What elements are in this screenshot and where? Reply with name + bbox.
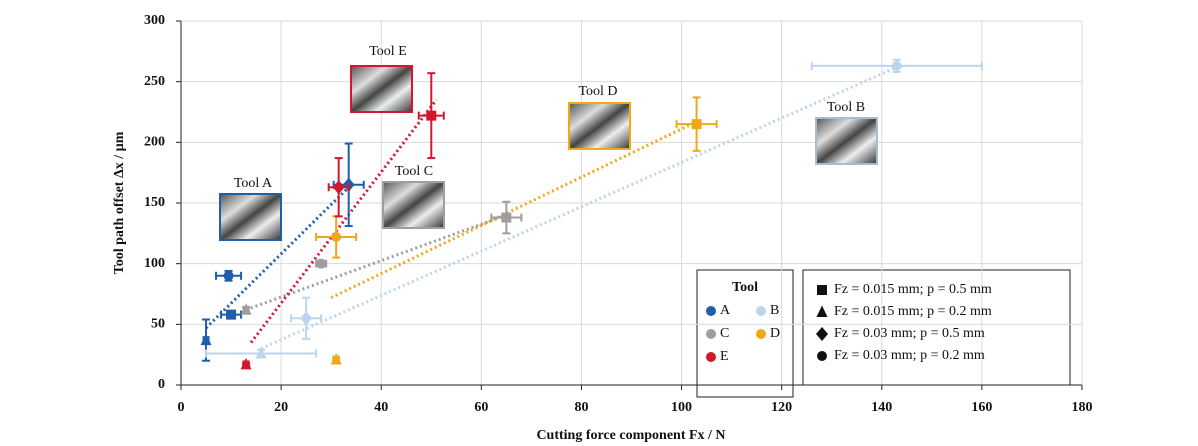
x-tick-label: 40: [374, 400, 388, 415]
legend-label: Fz = 0.03 mm; p = 0.2 mm: [834, 348, 985, 363]
y-tick-label: 250: [144, 74, 165, 89]
marker: [201, 334, 212, 346]
annotation: Tool D: [578, 84, 617, 99]
y-tick-label: 200: [144, 135, 165, 150]
x-tick-label: 120: [771, 400, 792, 415]
marker: [331, 232, 341, 242]
legend-label: Fz = 0.03 mm; p = 0.5 mm: [834, 326, 985, 341]
tool-image: [816, 118, 877, 164]
y-tick-label: 150: [144, 195, 165, 210]
legend-label: A: [720, 303, 731, 318]
legend-label: B: [770, 303, 779, 318]
annotation: Tool C: [395, 164, 433, 179]
legend-label: Fz = 0.015 mm; p = 0.5 mm: [834, 282, 992, 297]
legend-marker: [817, 285, 827, 295]
marker: [892, 61, 902, 71]
y-axis-title: Tool path offset Δx / µm: [112, 131, 127, 274]
legend-swatch: [706, 329, 716, 339]
x-tick-label: 0: [178, 400, 185, 415]
legend-swatch: [706, 306, 716, 316]
x-axis-title: Cutting force component Fx / N: [536, 428, 725, 443]
legend-title: Tool: [732, 280, 758, 295]
y-tick-label: 100: [144, 256, 165, 271]
tool-image: [351, 66, 412, 112]
marker: [692, 119, 702, 129]
legend-swatch: [756, 306, 766, 316]
marker: [226, 310, 236, 320]
y-tick-label: 0: [158, 377, 165, 392]
chart: Cutting force component Fx / N Tool path…: [0, 0, 1198, 446]
legend-label: Fz = 0.015 mm; p = 0.2 mm: [834, 304, 992, 319]
x-tick-label: 100: [671, 400, 692, 415]
x-tick-label: 180: [1072, 400, 1093, 415]
tool-image: [220, 194, 281, 240]
legend-label: E: [720, 349, 729, 364]
x-tick-label: 20: [274, 400, 288, 415]
x-tick-label: 80: [574, 400, 588, 415]
annotation: Tool B: [827, 100, 865, 115]
trend-line: [246, 215, 506, 310]
legend-marker: [817, 351, 827, 361]
x-tick-label: 160: [971, 400, 992, 415]
annotation: Tool E: [369, 44, 407, 59]
marker: [316, 259, 326, 269]
legend-swatch: [756, 329, 766, 339]
x-tick-label: 60: [474, 400, 488, 415]
legend-swatch: [706, 352, 716, 362]
tool-image: [383, 182, 444, 228]
y-tick-label: 300: [144, 13, 165, 28]
x-tick-label: 140: [871, 400, 892, 415]
legend-label: C: [720, 326, 729, 341]
annotation: Tool A: [234, 176, 273, 191]
y-tick-label: 50: [151, 317, 165, 332]
marker: [241, 303, 252, 315]
legend-label: D: [770, 326, 780, 341]
tool-image: [569, 103, 630, 149]
marker: [300, 311, 312, 325]
marker: [224, 271, 234, 281]
marker: [426, 111, 436, 121]
marker: [501, 213, 511, 223]
